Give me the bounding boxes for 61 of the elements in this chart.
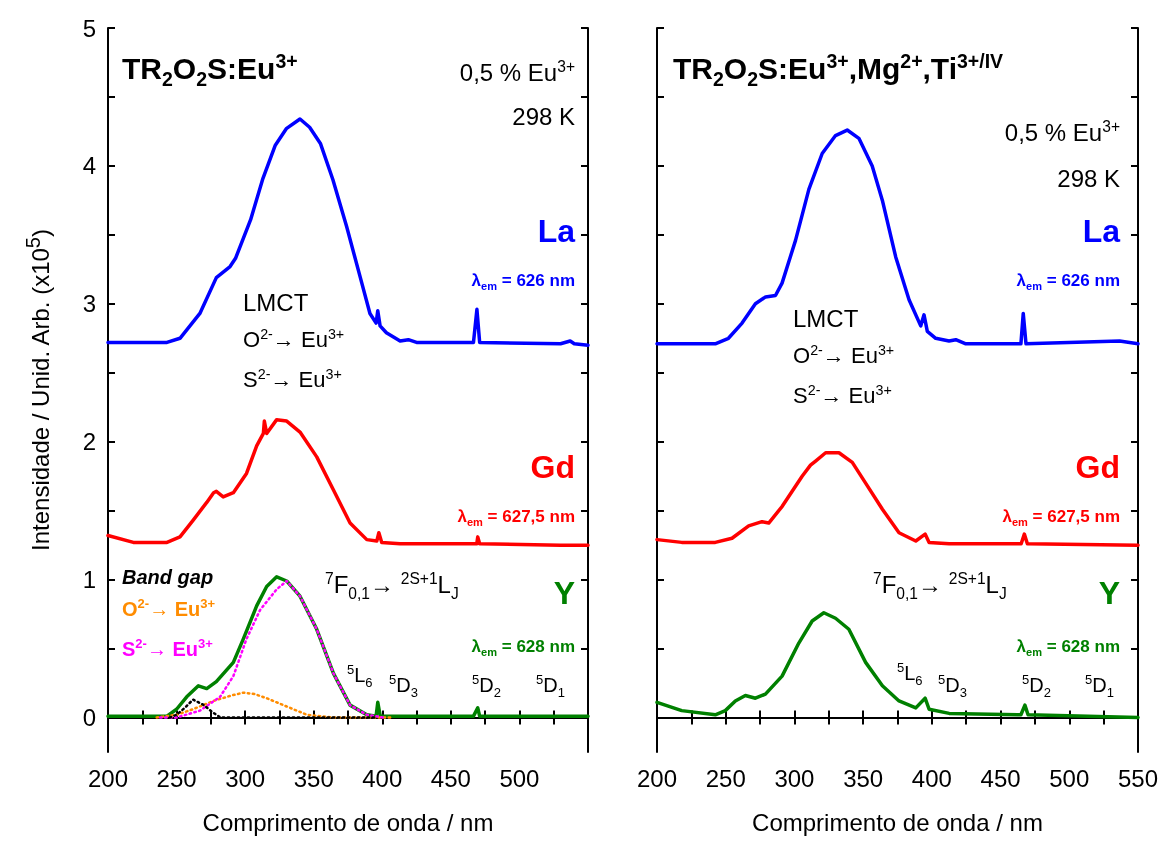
x-tick-label: 300 — [225, 764, 266, 792]
annotation: S$^{2-}$→ Eu$^{3+}$ — [793, 381, 892, 409]
text: La — [537, 213, 575, 250]
y-tick-label: 1 — [82, 566, 96, 594]
text: Y — [553, 575, 575, 612]
annotation: λ$_{em}$ = 628 nm — [471, 637, 575, 659]
y-tick-label: 3 — [82, 290, 96, 318]
annotation: O$^{2-}$→ Eu$^{3+}$ — [793, 341, 895, 369]
x-tick-label: 550 — [1117, 764, 1159, 792]
annotation: λ$_{em}$ = 628 nm — [1016, 637, 1120, 659]
x-tick-label: 500 — [499, 764, 540, 792]
text: TR$_{2}$O$_{2}$S:Eu$^{3+}$ — [122, 50, 298, 90]
annotation: $^{5}$D$_{3}$ — [389, 672, 418, 700]
x-tick-label: 250 — [705, 764, 746, 792]
x-tick-label: 400 — [911, 764, 952, 792]
annotation: $^{5}$L$_{6}$ — [897, 660, 923, 688]
annotation: S$^{2-}$→ Eu$^{3+}$ — [243, 365, 342, 393]
x-tick-label: 200 — [636, 764, 678, 792]
chart-title: TR$_{2}$O$_{2}$S:Eu$^{3+}$,Mg$^{2+}$,Ti$^{3+/IV}$ — [673, 50, 1004, 90]
text: La — [1082, 213, 1120, 250]
x-axis-title: Comprimento de onda / nm — [202, 808, 494, 836]
x-axis-title: Comprimento de onda / nm — [752, 808, 1043, 836]
annotation: $^{5}$D$_{3}$ — [938, 672, 967, 700]
annotation: $^{5}$L$_{6}$ — [347, 662, 373, 690]
annotation: 0,5 % Eu$^{3+}$ — [1004, 118, 1120, 147]
x-tick-label: 450 — [980, 764, 1021, 792]
y-tick-label: 2 — [82, 428, 96, 456]
series-label: Gd — [530, 449, 575, 486]
annotation: Band gap — [122, 566, 214, 588]
annotation: S$^{2-}$→ Eu$^{3+}$ — [122, 636, 213, 660]
x-tick-label: 400 — [362, 764, 403, 792]
x-tick-label: 450 — [430, 764, 471, 792]
annotation: LMCT — [243, 289, 309, 317]
annotation: $^{7}$F$_{0,1}$→ $^{2S+1}$L$_{J}$ — [873, 570, 1007, 602]
x-tick-label: 350 — [293, 764, 334, 792]
y-tick-label: 4 — [82, 152, 96, 180]
annotation: $^{7}$F$_{0,1}$→ $^{2S+1}$L$_{J}$ — [325, 570, 459, 602]
x-tick-label: 300 — [774, 764, 815, 792]
x-tick-label: 350 — [843, 764, 884, 792]
annotation: 298 K — [1057, 165, 1120, 193]
annotation: λ$_{em}$ = 627,5 nm — [457, 507, 575, 529]
annotation: λ$_{em}$ = 627,5 nm — [1002, 507, 1120, 529]
x-tick-label: 500 — [1049, 764, 1090, 792]
y-tick-label: 5 — [82, 14, 96, 42]
annotation: $^{5}$D$_{1}$ — [1085, 672, 1114, 700]
line-series — [106, 417, 590, 547]
text: Y — [1098, 575, 1120, 612]
series-label: Gd — [1075, 449, 1120, 486]
annotation: $^{5}$D$_{2}$ — [1022, 672, 1051, 700]
annotation: O$^{2-}$→ Eu$^{3+}$ — [122, 596, 216, 620]
annotation: 298 K — [512, 103, 575, 131]
x-tick-label: 200 — [87, 764, 129, 792]
annotation: LMCT — [793, 305, 859, 333]
annotation: 0,5 % Eu$^{3+}$ — [459, 58, 575, 87]
annotation: $^{5}$D$_{2}$ — [472, 672, 501, 700]
y-tick-label: 0 — [82, 704, 96, 732]
annotation: λ$_{em}$ = 626 nm — [471, 271, 575, 293]
annotation: $^{5}$D$_{1}$ — [536, 672, 565, 700]
annotation: O$^{2-}$→ Eu$^{3+}$ — [243, 325, 345, 353]
annotation: λ$_{em}$ = 626 nm — [1016, 271, 1120, 293]
x-tick-label: 250 — [156, 764, 197, 792]
